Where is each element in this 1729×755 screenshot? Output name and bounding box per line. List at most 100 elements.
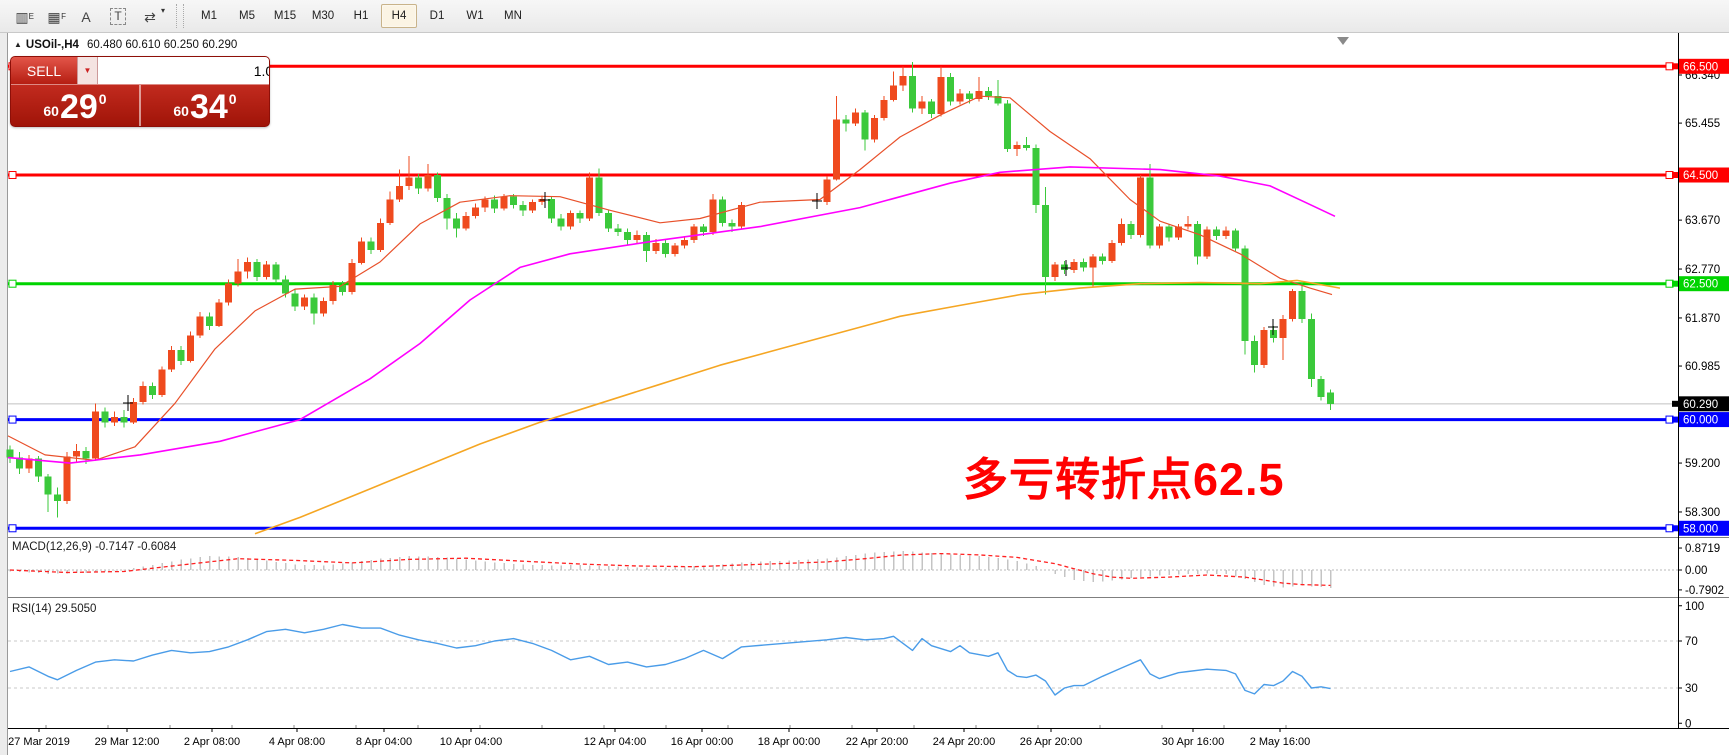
- time-axis[interactable]: 27 Mar 2019 29 Mar 12:00 2 Apr 08:00 4 Apr …: [8, 725, 1310, 748]
- candle-body: [614, 228, 622, 233]
- candle-body: [424, 175, 432, 189]
- candle-body: [358, 241, 365, 264]
- svg-text:61.870: 61.870: [1685, 313, 1720, 325]
- volume-decrease-button[interactable]: ▼: [77, 57, 98, 84]
- price-tag: [1679, 520, 1729, 536]
- candle-body: [367, 241, 375, 251]
- candle-body: [1308, 319, 1315, 379]
- svg-text:0.8719: 0.8719: [1685, 543, 1720, 555]
- svg-text:62.770: 62.770: [1685, 264, 1720, 276]
- chart-text-annotation[interactable]: 多亏转折点62.5: [963, 454, 1285, 505]
- candle-body: [918, 101, 926, 109]
- price-axis[interactable]: 66.34065.45563.67062.77061.87060.98559.2…: [1678, 70, 1720, 519]
- candle-body: [719, 199, 726, 223]
- hline-handle[interactable]: [8, 171, 17, 180]
- hline-handle[interactable]: [8, 415, 17, 424]
- candle-body: [1070, 261, 1078, 271]
- candle-body: [842, 119, 850, 124]
- one-click-trade-panel: SELL ▼ ▲ BUY 60 29 0 60 34 0: [10, 56, 270, 127]
- candle-body: [899, 76, 907, 86]
- sell-button[interactable]: SELL: [11, 57, 77, 84]
- candle-body: [44, 476, 52, 495]
- timeframe-MN[interactable]: MN: [504, 10, 522, 22]
- channel-tool-icon[interactable]: ▥ E: [15, 9, 34, 25]
- candle-body: [1327, 392, 1334, 404]
- svg-text:100: 100: [1685, 601, 1704, 613]
- volume-input[interactable]: [98, 57, 269, 84]
- hline-handle[interactable]: [1665, 279, 1674, 288]
- candle-body: [833, 119, 840, 180]
- sell-price[interactable]: 60 29 0: [11, 85, 141, 126]
- candle-body: [35, 458, 42, 477]
- candle-body: [310, 297, 318, 314]
- chart-collapse-icon[interactable]: ▲: [14, 40, 22, 49]
- svg-text:60.290: 60.290: [1683, 399, 1718, 411]
- chart-canvas[interactable]: 66.34065.45563.67062.77061.87060.98559.2…: [0, 33, 1729, 755]
- candle-body: [557, 218, 565, 227]
- candle-body: [909, 76, 916, 109]
- candle-body: [225, 283, 232, 303]
- candle-body: [291, 293, 299, 307]
- timeframe-H4[interactable]: H4: [381, 4, 417, 28]
- candle-body: [671, 245, 679, 254]
- svg-text:16 Apr 00:00: 16 Apr 00:00: [671, 736, 733, 748]
- candle-body: [624, 232, 631, 241]
- price-tag: [1679, 58, 1729, 74]
- price-tag: [1679, 276, 1729, 292]
- svg-text:12 Apr 04:00: 12 Apr 04:00: [584, 736, 646, 748]
- hline-handle[interactable]: [8, 524, 17, 533]
- timeframe-W1[interactable]: W1: [466, 10, 484, 22]
- candle-body: [405, 177, 413, 186]
- candle-body: [339, 284, 346, 292]
- hline-handle[interactable]: [8, 279, 17, 288]
- svg-text:2 Apr 08:00: 2 Apr 08:00: [184, 736, 240, 748]
- chart-shift-marker-icon[interactable]: [1337, 37, 1349, 45]
- ma-slow-line: [254, 279, 1341, 535]
- candle-body: [1232, 230, 1239, 249]
- fibonacci-tool-icon[interactable]: ▦ F: [47, 9, 66, 25]
- candle-body: [966, 93, 973, 99]
- timeframe-M15[interactable]: M15: [273, 10, 297, 22]
- candle-body: [1222, 230, 1230, 236]
- candle-body: [1289, 290, 1296, 320]
- sell-price-prefix: 60: [43, 103, 59, 119]
- svg-text:24 Apr 20:00: 24 Apr 20:00: [933, 736, 995, 748]
- main-toolbar: ▥ E ▦ F A T ⇄ ▾ M1 M5 M15 M30 H1 H4 D1 W1 MN: [0, 0, 1729, 33]
- candle-body: [709, 199, 717, 233]
- arrows-tool-icon[interactable]: ⇄ ▾: [144, 6, 165, 25]
- svg-text:10 Apr 04:00: 10 Apr 04:00: [440, 736, 502, 748]
- svg-text:-0.7902: -0.7902: [1685, 585, 1724, 597]
- cross-markers: [123, 192, 1278, 411]
- candle-body: [586, 177, 593, 219]
- hline-handle[interactable]: [1665, 524, 1674, 533]
- hline-handle[interactable]: [1665, 62, 1674, 71]
- candle-body: [538, 198, 546, 203]
- svg-text:0: 0: [1685, 718, 1691, 730]
- timeframe-M30[interactable]: M30: [311, 10, 335, 22]
- svg-text:60.985: 60.985: [1685, 361, 1720, 373]
- hline-handle[interactable]: [1665, 171, 1674, 180]
- timeframe-M5[interactable]: M5: [239, 10, 255, 22]
- label-tool-icon[interactable]: T: [104, 3, 132, 29]
- candle-body: [500, 196, 508, 209]
- candle-body: [92, 411, 99, 459]
- candle-body: [234, 271, 242, 284]
- timeframe-D1[interactable]: D1: [429, 10, 445, 22]
- text-tool-icon[interactable]: A: [81, 9, 91, 25]
- candle-body: [1032, 147, 1040, 205]
- candle-body: [396, 185, 403, 200]
- price-tag: [1679, 167, 1729, 183]
- candle-body: [481, 199, 489, 208]
- chart-background: [8, 33, 1729, 755]
- candle-body: [681, 240, 688, 246]
- hline-handle[interactable]: [1665, 415, 1674, 424]
- timeframe-M1[interactable]: M1: [201, 10, 217, 22]
- candle-body: [1203, 229, 1211, 257]
- candle-body: [54, 494, 61, 502]
- price-tags: 66.500 64.500 62.500 60.000 58.000 60.290: [1672, 58, 1729, 536]
- candle-body: [348, 263, 356, 292]
- candle-body: [1175, 226, 1182, 238]
- buy-price[interactable]: 60 34 0: [141, 85, 269, 126]
- candle-body: [1165, 226, 1173, 238]
- timeframe-H1[interactable]: H1: [353, 10, 369, 22]
